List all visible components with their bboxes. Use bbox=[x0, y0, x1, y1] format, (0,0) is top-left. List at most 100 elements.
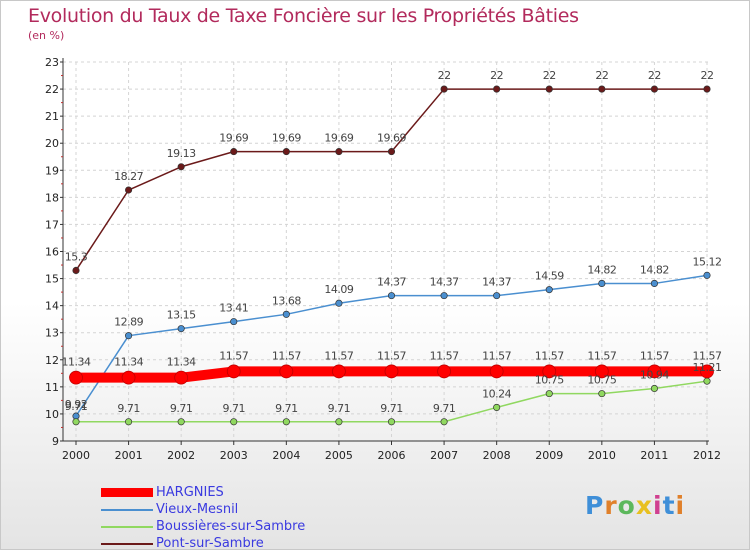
y-tick-label: 12 bbox=[45, 354, 59, 367]
data-point-vieux-mesnil bbox=[703, 271, 711, 279]
x-tick-label: 2012 bbox=[693, 449, 721, 462]
legend-swatch-vieux-mesnil bbox=[101, 509, 153, 511]
data-label-boussi-res-sur-sambre: 10.24 bbox=[482, 387, 511, 400]
legend-label-hargnies: HARGNIES bbox=[156, 485, 224, 500]
data-point-boussi-res-sur-sambre bbox=[703, 377, 711, 385]
data-point-vieux-mesnil bbox=[493, 292, 501, 300]
data-label-pont-sur-sambre: 22 bbox=[543, 69, 556, 82]
data-label-boussi-res-sur-sambre: 9.71 bbox=[65, 400, 88, 413]
x-tick-label: 2006 bbox=[378, 449, 406, 462]
data-point-pont-sur-sambre bbox=[282, 148, 290, 156]
y-tick-label: 23 bbox=[45, 56, 59, 69]
data-point-hargnies bbox=[332, 364, 346, 379]
data-label-pont-sur-sambre: 22 bbox=[438, 69, 451, 82]
data-point-boussi-res-sur-sambre bbox=[598, 390, 606, 398]
y-tick-label: 16 bbox=[45, 246, 59, 259]
data-label-boussi-res-sur-sambre: 9.71 bbox=[275, 402, 298, 415]
data-point-vieux-mesnil bbox=[650, 279, 658, 287]
data-label-boussi-res-sur-sambre: 9.71 bbox=[328, 402, 351, 415]
data-point-pont-sur-sambre bbox=[545, 85, 553, 93]
data-label-vieux-mesnil: 14.37 bbox=[430, 276, 459, 289]
data-point-hargnies bbox=[489, 364, 504, 379]
data-point-pont-sur-sambre bbox=[335, 148, 343, 156]
y-tick-label: 20 bbox=[45, 137, 59, 150]
data-label-boussi-res-sur-sambre: 9.71 bbox=[380, 402, 403, 415]
x-tick-label: 2009 bbox=[535, 449, 563, 462]
data-point-pont-sur-sambre bbox=[440, 85, 448, 93]
data-point-hargnies bbox=[226, 364, 241, 379]
y-tick-label: 13 bbox=[45, 327, 59, 340]
y-tick-label: 15 bbox=[45, 273, 59, 286]
data-point-pont-sur-sambre bbox=[72, 266, 80, 275]
x-tick-label: 2001 bbox=[115, 449, 143, 462]
data-label-boussi-res-sur-sambre: 9.71 bbox=[223, 402, 246, 415]
data-label-pont-sur-sambre: 19.69 bbox=[377, 132, 406, 145]
data-point-vieux-mesnil bbox=[230, 318, 238, 326]
data-label-hargnies: 11.57 bbox=[324, 349, 353, 362]
data-label-hargnies: 11.57 bbox=[272, 349, 301, 362]
data-label-vieux-mesnil: 13.15 bbox=[167, 309, 196, 322]
logo-letter: P bbox=[585, 491, 605, 520]
data-label-vieux-mesnil: 9.92 bbox=[65, 398, 88, 411]
data-label-boussi-res-sur-sambre: 10.94 bbox=[640, 368, 669, 381]
data-label-pont-sur-sambre: 22 bbox=[648, 69, 661, 82]
data-label-hargnies: 11.57 bbox=[377, 349, 406, 362]
data-label-hargnies: 11.34 bbox=[114, 356, 143, 369]
legend-swatch-hargnies bbox=[101, 488, 153, 497]
logo-letter: x bbox=[635, 491, 653, 520]
data-label-pont-sur-sambre: 22 bbox=[490, 69, 503, 82]
x-tick-label: 2011 bbox=[640, 449, 668, 462]
data-label-boussi-res-sur-sambre: 10.75 bbox=[535, 374, 564, 387]
data-label-vieux-mesnil: 13.68 bbox=[272, 294, 301, 307]
legend-label-vieux-mesnil: Vieux-Mesnil bbox=[156, 502, 239, 517]
data-point-pont-sur-sambre bbox=[387, 148, 396, 156]
logo-letter: i bbox=[653, 491, 663, 520]
data-point-hargnies bbox=[69, 370, 83, 385]
data-label-hargnies: 11.57 bbox=[693, 349, 722, 362]
data-label-hargnies: 11.57 bbox=[482, 349, 511, 362]
logo-letter: i bbox=[675, 491, 686, 520]
data-point-boussi-res-sur-sambre bbox=[650, 384, 658, 393]
data-label-pont-sur-sambre: 19.69 bbox=[219, 132, 248, 145]
data-point-boussi-res-sur-sambre bbox=[230, 418, 238, 426]
data-label-vieux-mesnil: 13.41 bbox=[219, 302, 248, 315]
data-point-pont-sur-sambre bbox=[598, 85, 606, 93]
data-point-hargnies bbox=[279, 364, 294, 379]
data-point-pont-sur-sambre bbox=[125, 186, 133, 194]
data-label-boussi-res-sur-sambre: 9.71 bbox=[170, 402, 193, 415]
data-label-hargnies: 11.57 bbox=[430, 349, 459, 362]
data-label-vieux-mesnil: 14.37 bbox=[482, 276, 511, 289]
data-label-pont-sur-sambre: 19.69 bbox=[324, 132, 353, 145]
data-point-vieux-mesnil bbox=[598, 279, 606, 287]
data-point-hargnies bbox=[384, 364, 399, 379]
data-point-hargnies bbox=[647, 364, 662, 379]
data-point-boussi-res-sur-sambre bbox=[387, 418, 396, 426]
y-tick-label: 22 bbox=[45, 83, 59, 96]
data-point-hargnies bbox=[437, 364, 451, 379]
data-label-pont-sur-sambre: 19.69 bbox=[272, 132, 301, 145]
data-label-hargnies: 11.57 bbox=[535, 349, 564, 362]
data-point-pont-sur-sambre bbox=[230, 148, 238, 156]
data-label-vieux-mesnil: 14.82 bbox=[587, 263, 616, 276]
data-point-vieux-mesnil bbox=[282, 310, 290, 318]
data-label-vieux-mesnil: 14.37 bbox=[377, 276, 406, 289]
data-point-vieux-mesnil bbox=[387, 292, 396, 300]
data-point-vieux-mesnil bbox=[335, 299, 343, 307]
y-tick-label: 18 bbox=[45, 191, 59, 204]
y-tick-label: 9 bbox=[52, 435, 59, 448]
data-point-vieux-mesnil bbox=[545, 286, 553, 294]
data-point-vieux-mesnil bbox=[177, 325, 185, 333]
data-point-pont-sur-sambre bbox=[703, 85, 711, 93]
data-label-boussi-res-sur-sambre: 10.75 bbox=[587, 374, 616, 387]
logo-letter: r bbox=[604, 491, 618, 520]
data-point-hargnies bbox=[121, 370, 136, 385]
legend-label-boussieres-sur-sambre: Boussières-sur-Sambre bbox=[156, 519, 306, 534]
data-point-hargnies bbox=[594, 364, 609, 379]
data-label-hargnies: 11.57 bbox=[219, 349, 248, 362]
data-point-pont-sur-sambre bbox=[493, 85, 501, 93]
data-label-boussi-res-sur-sambre: 11.21 bbox=[693, 361, 722, 374]
data-label-pont-sur-sambre: 22 bbox=[595, 69, 608, 82]
x-tick-label: 2005 bbox=[325, 449, 353, 462]
